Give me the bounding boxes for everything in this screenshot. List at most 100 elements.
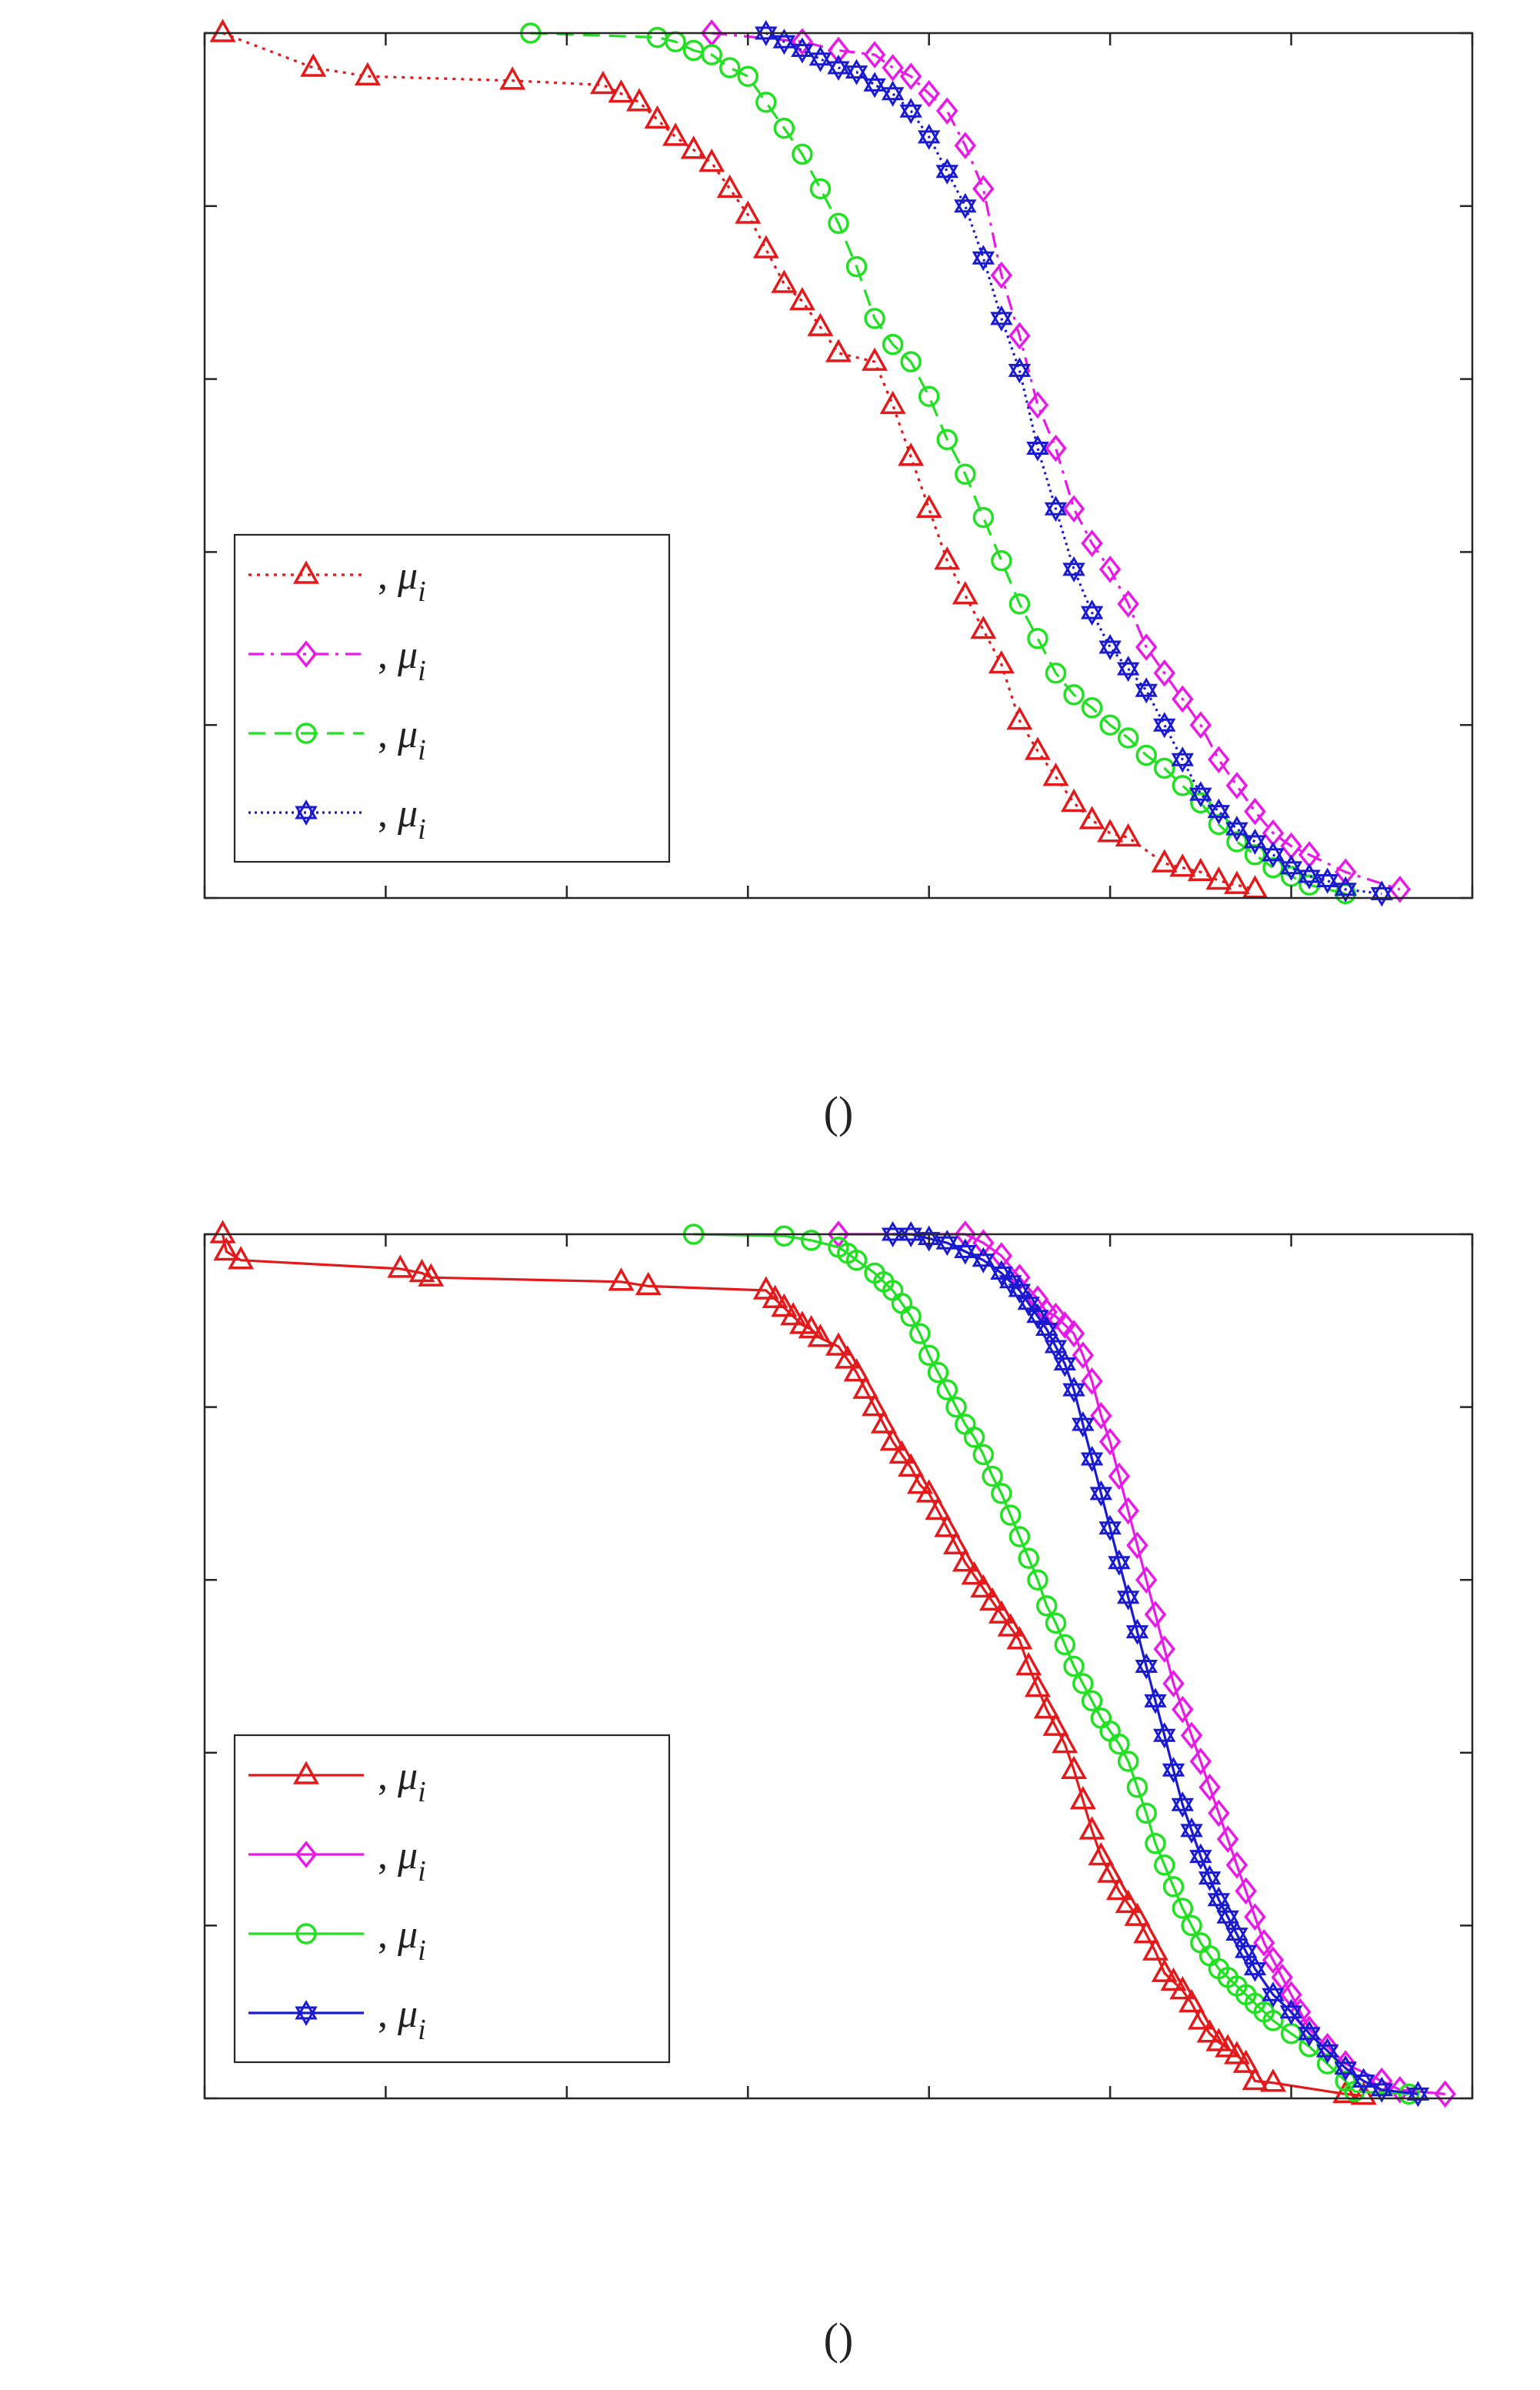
data-point (945, 1396, 967, 1418)
data-point (1151, 1958, 1178, 1982)
data-point (1189, 781, 1212, 808)
data-point (1045, 663, 1067, 684)
data-point (991, 549, 1012, 572)
data-point (1090, 1402, 1112, 1430)
data-point (1063, 684, 1085, 706)
data-point (1117, 1751, 1139, 1772)
data-point (1097, 1859, 1124, 1883)
data-point (1026, 1303, 1049, 1330)
data-point (1108, 1549, 1131, 1576)
data-point (870, 1410, 897, 1434)
data-point (915, 1479, 942, 1503)
chart-panel-a: , μi , μi , μi , μi () (203, 18, 1474, 1137)
data-point (918, 123, 941, 150)
data-point (1253, 1929, 1275, 1957)
data-point (1078, 1816, 1105, 1840)
legend-label: , μi (378, 554, 426, 608)
data-point (1205, 2028, 1232, 2051)
data-point (1208, 746, 1230, 773)
data-point (852, 1375, 879, 1399)
data-point (1098, 556, 1122, 583)
data-point (755, 92, 777, 113)
legend-marker (295, 1841, 318, 1868)
data-point (972, 1247, 995, 1273)
data-point (1244, 797, 1266, 826)
data-point (1207, 1886, 1231, 1913)
data-point (1135, 1653, 1158, 1680)
data-point (936, 97, 958, 125)
data-point (791, 28, 814, 56)
data-point (954, 192, 977, 219)
data-point (1162, 1757, 1185, 1784)
data-point (1017, 1290, 1040, 1317)
data-point (1352, 2068, 1375, 2095)
data-point (1018, 1547, 1039, 1569)
data-point (898, 1453, 925, 1477)
data-point (1089, 1480, 1113, 1507)
data-point (1162, 1670, 1185, 1697)
data-point (1334, 2050, 1357, 2078)
data-point (1015, 1651, 1042, 1676)
data-point (827, 1220, 850, 1248)
data-point (900, 1305, 922, 1327)
data-point (882, 54, 904, 82)
data-point (1315, 867, 1339, 894)
legend-marker (295, 723, 317, 744)
data-point (888, 1440, 915, 1464)
data-point (991, 1483, 1012, 1504)
data-point (879, 1427, 906, 1451)
data-point (773, 1225, 795, 1247)
legend-label: , μi (378, 1913, 426, 1967)
data-point (1042, 763, 1069, 786)
data-point (1208, 1799, 1230, 1828)
data-point (934, 1514, 961, 1537)
data-point (1280, 866, 1302, 887)
data-point (1117, 1584, 1140, 1611)
data-point (792, 143, 813, 165)
data-point (1072, 1673, 1094, 1694)
data-point (1054, 1311, 1076, 1339)
legend-marker (293, 1761, 319, 1784)
data-point (718, 57, 741, 78)
data-point (798, 1314, 825, 1339)
data-point (354, 62, 381, 85)
data-point (1172, 685, 1194, 713)
data-point (608, 79, 635, 103)
data-point (1169, 1976, 1196, 2000)
data-point (1008, 322, 1031, 350)
data-point (644, 105, 671, 129)
data-point (1225, 1921, 1248, 1948)
data-point (1398, 2083, 1420, 2105)
data-point (1115, 1889, 1142, 1914)
axes-frame (203, 32, 1474, 900)
data-point (1216, 1825, 1239, 1853)
data-point (899, 98, 922, 125)
data-point (1260, 2068, 1287, 2092)
data-point (952, 1548, 978, 1572)
data-point (954, 1238, 977, 1265)
data-point (845, 255, 868, 278)
data-point (918, 79, 940, 108)
data-point (825, 339, 852, 362)
data-point (1006, 706, 1033, 730)
data-point (1190, 792, 1212, 814)
data-point (1225, 816, 1248, 843)
data-point (1350, 2081, 1377, 2105)
data-point (1098, 1427, 1122, 1456)
data-point (1126, 1531, 1148, 1560)
data-point (1126, 1776, 1148, 1798)
data-point (1099, 714, 1121, 736)
data-point (1117, 727, 1139, 749)
data-point (1008, 1277, 1032, 1303)
data-point (952, 581, 978, 605)
series-hbnf-3 (682, 1223, 1420, 2105)
data-point (1151, 849, 1178, 873)
legend-marker (295, 1999, 318, 2027)
data-point (1062, 495, 1085, 523)
data-point (1370, 2076, 1393, 2103)
data-point (1052, 1729, 1078, 1754)
data-point (1061, 1755, 1088, 1780)
data-point (918, 386, 940, 407)
data-point (1244, 844, 1266, 866)
data-point (752, 235, 779, 259)
